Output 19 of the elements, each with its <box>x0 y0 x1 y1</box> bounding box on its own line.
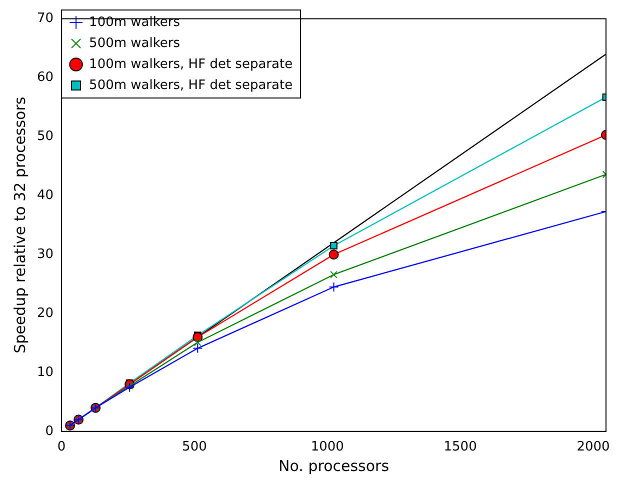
y-tick-label: 50 <box>36 129 54 144</box>
y-tick-label: 70 <box>36 11 54 26</box>
x-tick-label: 1000 <box>310 440 344 455</box>
legend-label: 100m walkers <box>89 14 180 30</box>
y-tick-label: 10 <box>36 364 54 380</box>
x-tick-label: 2000 <box>576 440 610 455</box>
legend-label: 100m walkers, HF det separate <box>89 56 293 72</box>
x-tick-label: 1500 <box>444 440 477 455</box>
y-tick-label: 20 <box>36 306 54 321</box>
y-tick-label: 30 <box>36 246 54 262</box>
x-tick-label: 0 <box>57 440 66 455</box>
y-tick-label: 0 <box>45 424 54 439</box>
x-axis-title: No. processors <box>278 456 390 475</box>
legend-label: 500m walkers <box>89 36 180 51</box>
legend-label: 500m walkers, HF det separate <box>89 78 293 93</box>
y-axis-title: Speedup relative to 32 processors <box>10 96 29 354</box>
y-tick-label: 40 <box>36 188 54 204</box>
x-tick-label: 500 <box>182 440 207 455</box>
y-tick-label: 60 <box>36 70 54 86</box>
